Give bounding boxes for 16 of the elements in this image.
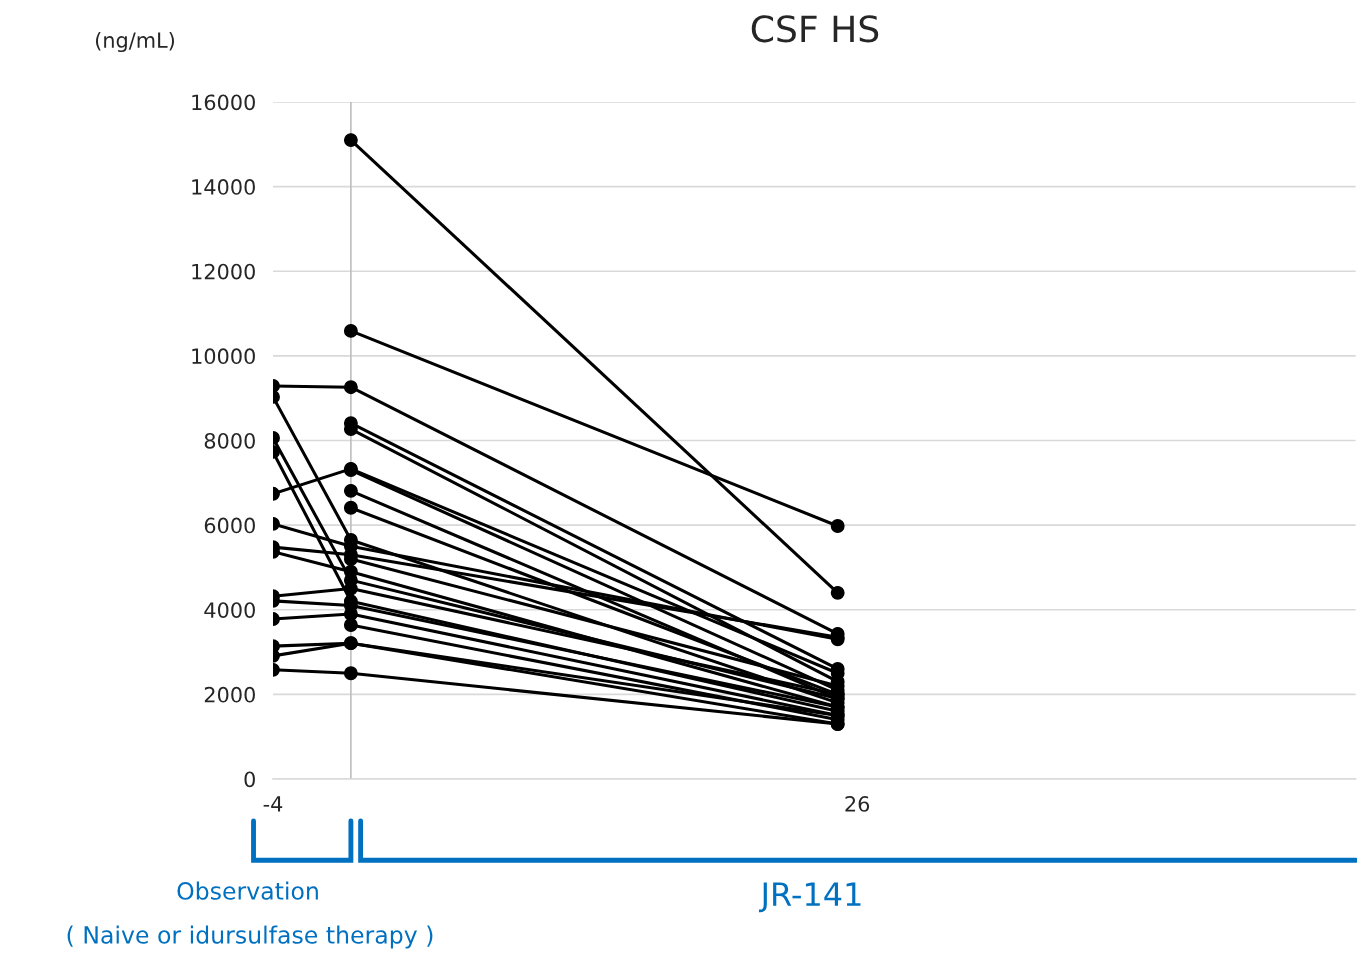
y-tick-label: 2000 (204, 686, 255, 703)
y-tick-label: 14000 (192, 179, 255, 195)
text: Observation (177, 881, 318, 900)
text: ( Naive or idursulfase therapy ) (67, 925, 433, 949)
text: JR-141 (758, 882, 861, 913)
x-tick-label: 26 (845, 796, 870, 812)
y-tick-label: 4000 (204, 602, 255, 618)
chart-title: CSF HS (751, 15, 879, 43)
y-tick-label: 10000 (192, 348, 255, 365)
y-tick-label: 0 (244, 771, 255, 788)
y-tick-label: 16000 (192, 94, 255, 111)
y-tick-label: 12000 (192, 263, 255, 280)
y-tick-label: 6000 (204, 517, 255, 534)
y-axis-title: (ng/mL) (95, 31, 175, 53)
y-tick-label: 8000 (204, 432, 255, 449)
x-tick-label: -4 (263, 796, 283, 812)
